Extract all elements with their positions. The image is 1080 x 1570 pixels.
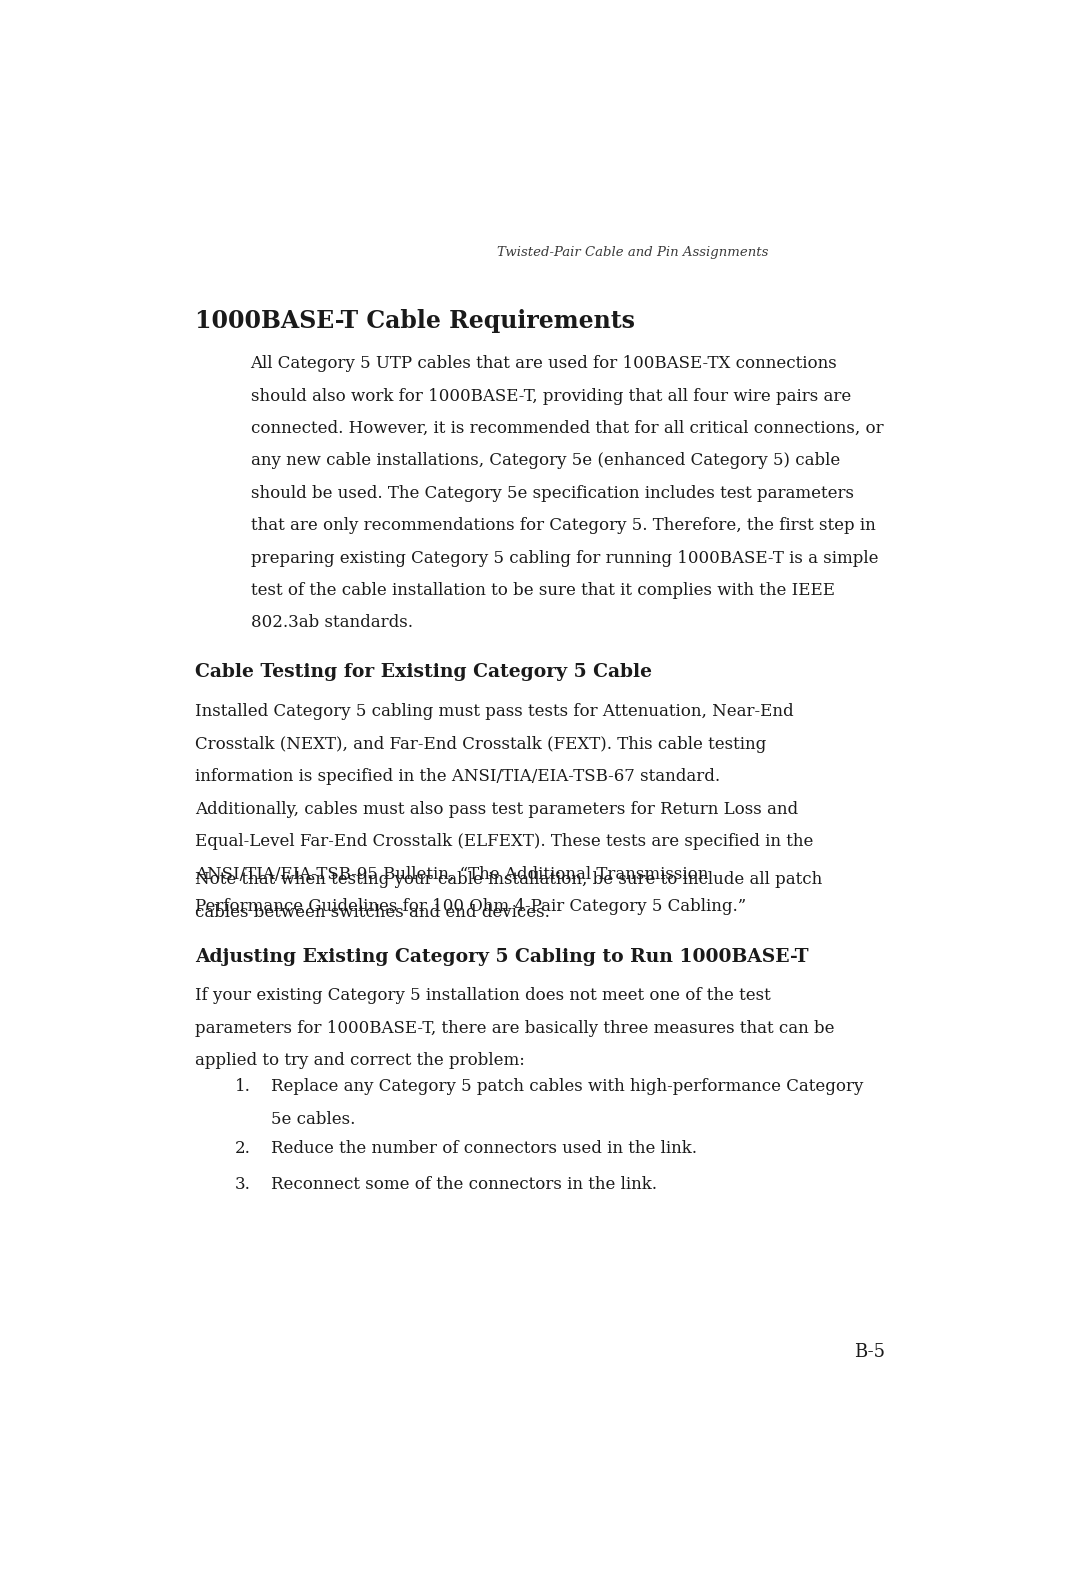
Text: If your existing Category 5 installation does not meet one of the test: If your existing Category 5 installation… [195, 988, 771, 1005]
Text: B-5: B-5 [854, 1342, 886, 1361]
Text: Note that when testing your cable installation, be sure to include all patch: Note that when testing your cable instal… [195, 871, 823, 889]
Text: 1.: 1. [234, 1079, 251, 1096]
Text: 2.: 2. [234, 1140, 251, 1157]
Text: parameters for 1000BASE-T, there are basically three measures that can be: parameters for 1000BASE-T, there are bas… [195, 1020, 835, 1036]
Text: 3.: 3. [234, 1176, 251, 1193]
Text: should be used. The Category 5e specification includes test parameters: should be used. The Category 5e specific… [251, 485, 853, 502]
Text: 5e cables.: 5e cables. [271, 1110, 355, 1127]
Text: Twisted-Pair Cable and Pin Assignments: Twisted-Pair Cable and Pin Assignments [497, 246, 769, 259]
Text: Adjusting Existing Category 5 Cabling to Run 1000BASE-T: Adjusting Existing Category 5 Cabling to… [195, 948, 809, 966]
Text: 802.3ab standards.: 802.3ab standards. [251, 614, 413, 631]
Text: Reduce the number of connectors used in the link.: Reduce the number of connectors used in … [271, 1140, 698, 1157]
Text: connected. However, it is recommended that for all critical connections, or: connected. However, it is recommended th… [251, 421, 883, 436]
Text: Installed Category 5 cabling must pass tests for Attenuation, Near-End: Installed Category 5 cabling must pass t… [195, 703, 794, 721]
Text: that are only recommendations for Category 5. Therefore, the first step in: that are only recommendations for Catego… [251, 517, 875, 534]
Text: cables between switches and end devices.: cables between switches and end devices. [195, 904, 550, 922]
Text: Performance Guidelines for 100 Ohm 4-Pair Category 5 Cabling.”: Performance Guidelines for 100 Ohm 4-Pai… [195, 898, 746, 915]
Text: any new cable installations, Category 5e (enhanced Category 5) cable: any new cable installations, Category 5e… [251, 452, 840, 469]
Text: test of the cable installation to be sure that it complies with the IEEE: test of the cable installation to be sur… [251, 582, 835, 600]
Text: 1000BASE-T Cable Requirements: 1000BASE-T Cable Requirements [195, 309, 635, 333]
Text: ANSI/TIA/EIA-TSB-95 Bulletin, “The Additional Transmission: ANSI/TIA/EIA-TSB-95 Bulletin, “The Addit… [195, 865, 708, 882]
Text: information is specified in the ANSI/TIA/EIA-TSB-67 standard.: information is specified in the ANSI/TIA… [195, 768, 720, 785]
Text: Crosstalk (NEXT), and Far-End Crosstalk (FEXT). This cable testing: Crosstalk (NEXT), and Far-End Crosstalk … [195, 736, 767, 752]
Text: Cable Testing for Existing Category 5 Cable: Cable Testing for Existing Category 5 Ca… [195, 664, 652, 681]
Text: should also work for 1000BASE-T, providing that all four wire pairs are: should also work for 1000BASE-T, providi… [251, 388, 851, 405]
Text: Replace any Category 5 patch cables with high-performance Category: Replace any Category 5 patch cables with… [271, 1079, 864, 1096]
Text: Additionally, cables must also pass test parameters for Return Loss and: Additionally, cables must also pass test… [195, 801, 798, 818]
Text: preparing existing Category 5 cabling for running 1000BASE-T is a simple: preparing existing Category 5 cabling fo… [251, 550, 878, 567]
Text: applied to try and correct the problem:: applied to try and correct the problem: [195, 1052, 525, 1069]
Text: Equal-Level Far-End Crosstalk (ELFEXT). These tests are specified in the: Equal-Level Far-End Crosstalk (ELFEXT). … [195, 834, 813, 849]
Text: Reconnect some of the connectors in the link.: Reconnect some of the connectors in the … [271, 1176, 658, 1193]
Text: All Category 5 UTP cables that are used for 100BASE-TX connections: All Category 5 UTP cables that are used … [251, 355, 837, 372]
